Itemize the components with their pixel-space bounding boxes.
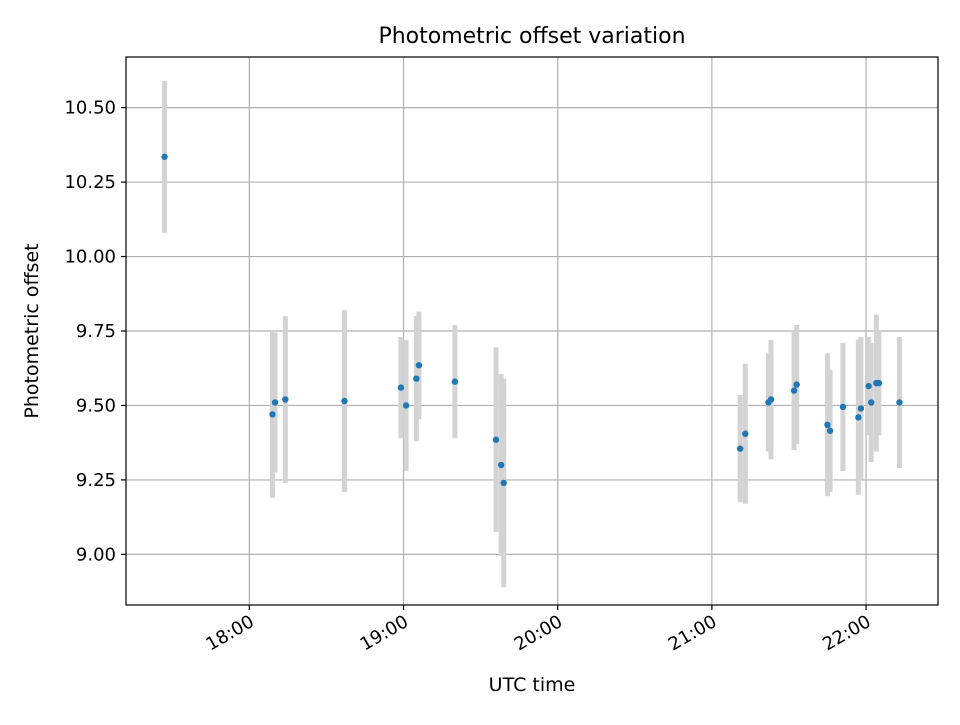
data-point — [500, 479, 507, 487]
data-point — [402, 402, 410, 409]
data-point — [767, 396, 775, 403]
y-tick-label: 10.50 — [64, 98, 116, 119]
data-point — [269, 411, 276, 418]
y-axis-label: Photometric offset — [21, 243, 43, 418]
point-layer — [161, 153, 903, 487]
y-tick-layer: 9.00 9.25 9.50 9.75 10.00 10.25 10.50 — [64, 98, 126, 565]
data-point — [867, 399, 875, 406]
x-tick-label: 19:00 — [357, 611, 412, 655]
data-point — [492, 436, 500, 443]
data-point — [271, 399, 279, 406]
y-tick-label: 9.00 — [76, 544, 116, 565]
data-point — [855, 414, 862, 421]
x-tick-label: 18:00 — [202, 611, 257, 655]
data-point — [790, 387, 798, 394]
y-tick-label: 9.50 — [76, 395, 116, 416]
y-tick-label: 9.75 — [76, 321, 116, 342]
y-tick-label: 10.25 — [64, 172, 116, 193]
x-axis-label: UTC time — [489, 674, 576, 696]
data-point — [826, 427, 834, 434]
data-point — [413, 375, 420, 382]
x-tick-label: 20:00 — [511, 611, 566, 655]
data-point — [415, 362, 423, 369]
data-point — [793, 381, 800, 388]
data-point — [824, 421, 831, 429]
data-point — [161, 153, 168, 160]
data-point — [742, 430, 749, 437]
data-point — [865, 382, 872, 390]
data-point — [497, 461, 505, 469]
x-tick-label: 22:00 — [819, 611, 874, 655]
data-point — [736, 445, 744, 452]
data-point — [896, 399, 903, 406]
data-point — [341, 397, 348, 405]
grid-layer — [126, 57, 938, 605]
errorbar-layer — [162, 80, 902, 588]
data-point — [282, 396, 289, 403]
data-point — [451, 378, 459, 385]
x-tick-layer: 18:00 19:00 20:00 21:00 22:00 — [202, 605, 875, 655]
x-tick-label: 21:00 — [665, 611, 720, 655]
chart-title: Photometric offset variation — [378, 24, 685, 49]
data-point — [839, 403, 847, 411]
y-tick-label: 9.25 — [76, 470, 116, 491]
data-point — [857, 405, 865, 412]
data-point — [875, 379, 883, 387]
data-point — [397, 384, 405, 391]
y-tick-label: 10.00 — [64, 247, 116, 268]
